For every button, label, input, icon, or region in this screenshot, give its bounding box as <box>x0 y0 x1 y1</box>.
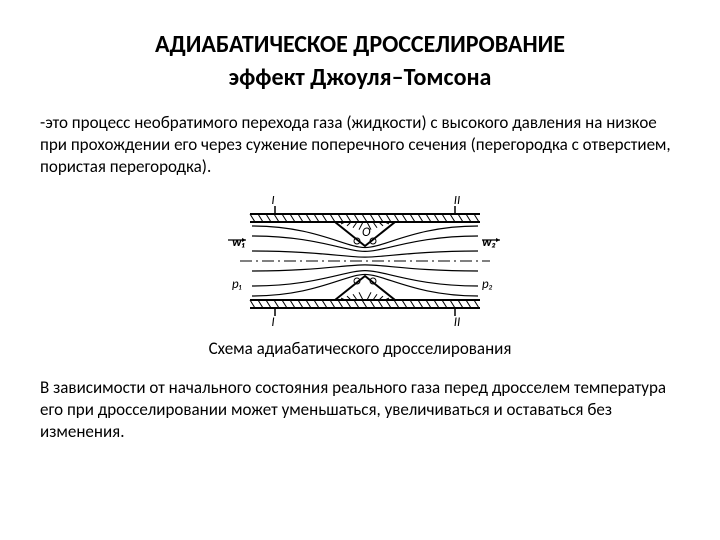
svg-text:O: O <box>362 225 371 240</box>
svg-text:I: I <box>271 315 274 326</box>
svg-text:p₁: p₁ <box>232 277 242 292</box>
svg-text:I: I <box>271 196 274 208</box>
svg-text:II: II <box>454 196 461 208</box>
intro-paragraph: -это процесс необратимого перехода газа … <box>40 112 680 178</box>
svg-text:w₂: w₂ <box>482 235 496 250</box>
page-title-line2: эффект Джоуля–Томсона <box>40 63 680 92</box>
diagram-container: IIIIIIw₁w₂p₁p₂O <box>40 196 680 326</box>
svg-text:w₁: w₁ <box>232 235 245 250</box>
throttle-diagram: IIIIIIw₁w₂p₁p₂O <box>210 196 510 326</box>
diagram-caption: Схема адиабатического дросселирования <box>40 338 680 359</box>
svg-text:p₂: p₂ <box>482 277 493 292</box>
page-title-line1: АДИАБАТИЧЕСКОЕ ДРОССЕЛИРОВАНИЕ <box>40 30 680 59</box>
svg-text:II: II <box>454 315 461 326</box>
outro-paragraph: В зависимости от начального состояния ре… <box>40 377 680 443</box>
